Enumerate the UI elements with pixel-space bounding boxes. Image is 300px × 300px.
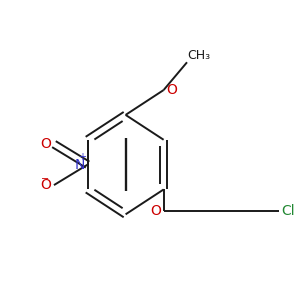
Text: O: O xyxy=(150,204,161,218)
Text: O: O xyxy=(166,83,177,97)
Text: −: − xyxy=(41,174,50,184)
Text: Cl: Cl xyxy=(281,204,295,218)
Text: +: + xyxy=(78,152,86,162)
Text: CH₃: CH₃ xyxy=(187,49,210,62)
Text: O: O xyxy=(41,178,52,192)
Text: O: O xyxy=(41,137,52,151)
Text: N: N xyxy=(75,158,85,172)
